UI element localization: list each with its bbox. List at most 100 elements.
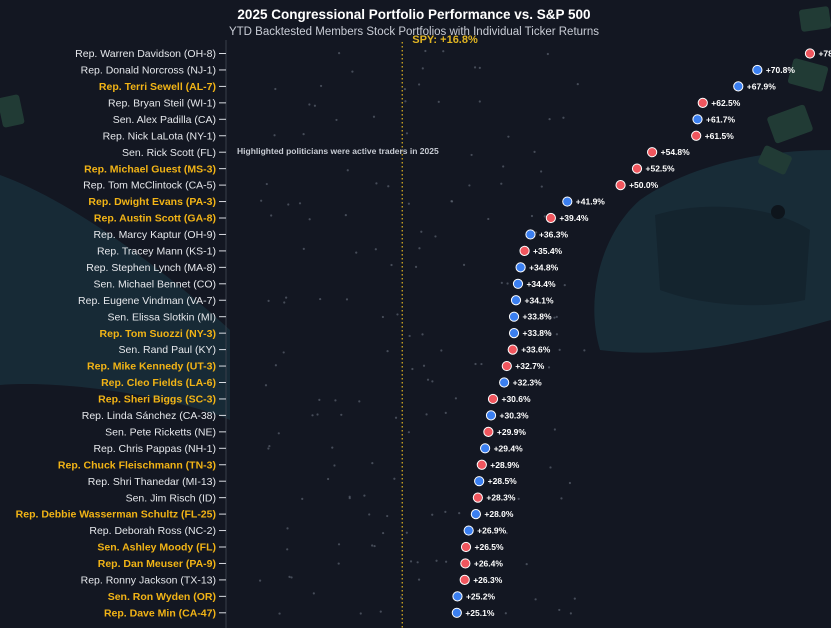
ticker-return-dot (558, 348, 561, 351)
member-row: Rep. Chris Pappas (NH-1) +29.4% (93, 443, 523, 455)
member-return-point (512, 278, 524, 289)
ticker-return-dot (506, 282, 509, 285)
ticker-return-dot (444, 411, 447, 415)
member-return-point (487, 393, 499, 405)
member-name-label: Rep. Michael Guest (MS-3) (84, 163, 216, 175)
member-name-label: Sen. Michael Bennet (CO) (93, 278, 216, 290)
ticker-return-dot (396, 313, 399, 316)
ticker-return-dot (450, 200, 454, 203)
member-name-label: Rep. Dan Meuser (PA-9) (98, 558, 216, 570)
member-name-label: Rep. Marcy Kaptur (OH-9) (93, 229, 216, 241)
member-return-point (499, 377, 510, 388)
member-return-point (515, 262, 526, 273)
ticker-return-dot (308, 218, 311, 221)
ticker-return-dot (549, 331, 552, 334)
member-return-label: +30.3% (500, 410, 530, 420)
member-return-point (733, 81, 744, 92)
member-return-label: +52.5% (646, 164, 676, 174)
ticker-return-dot (487, 217, 490, 221)
member-return-point (508, 311, 520, 322)
member-return-label: +36.3% (539, 229, 569, 239)
member-row: Rep. Terri Sewell (AL-7) +67.9% (99, 81, 776, 93)
chart-subtitle: YTD Backtested Members Stock Portfolios … (229, 26, 599, 38)
ticker-return-dot (473, 66, 477, 69)
money-bill (799, 6, 831, 32)
ticker-return-dot (500, 281, 503, 284)
member-row: Rep. Nick LaLota (NY-1) +61.5% (103, 130, 735, 142)
member-return-label: +70.8% (766, 65, 796, 75)
ticker-return-dot (470, 153, 473, 157)
member-return-point (459, 574, 470, 586)
ticker-return-dot (562, 116, 565, 119)
member-row: Rep. Dave Min (CA-47) +25.1% (104, 607, 495, 619)
member-name-label: Sen. Ashley Moody (FL) (97, 542, 216, 554)
ticker-return-dot (386, 350, 389, 353)
member-return-label: +61.5% (705, 131, 735, 141)
ticker-return-dot (337, 562, 340, 565)
member-row: Rep. Cleo Fields (LA-6) +32.3% (101, 377, 542, 389)
ticker-return-dot (533, 150, 536, 154)
ticker-return-dot (420, 150, 423, 153)
member-name-label: Rep. Linda Sánchez (CA-38) (82, 410, 216, 422)
ticker-return-dot (274, 364, 277, 367)
member-return-label: +32.3% (513, 378, 543, 388)
ticker-return-dot (301, 497, 304, 501)
ticker-return-dot (283, 301, 286, 304)
member-name-label: Rep. Tom Suozzi (NY-3) (100, 328, 216, 340)
ticker-return-dot (308, 103, 311, 106)
member-return-label: +28.3% (486, 493, 516, 503)
ticker-return-dot (402, 149, 405, 152)
member-row: Rep. Austin Scott (GA-8) +39.4% (94, 213, 589, 225)
ticker-return-dot (386, 514, 389, 518)
member-return-point (470, 508, 481, 520)
ticker-return-dot (311, 414, 314, 417)
member-name-label: Rep. Deborah Ross (NC-2) (89, 525, 216, 537)
ticker-return-dot (345, 298, 349, 301)
ticker-return-dot (381, 531, 385, 535)
member-return-point (510, 295, 522, 306)
ticker-return-dot (568, 481, 572, 485)
member-return-point (647, 147, 658, 158)
member-row: Rep. Shri Thanedar (MI-13) +28.5% (88, 476, 517, 488)
ticker-return-dot (340, 413, 343, 416)
ticker-return-dot (417, 83, 421, 86)
member-return-point (545, 212, 556, 224)
member-row: Rep. Dwight Evans (PA-3) +41.9% (88, 196, 605, 208)
ticker-return-dot (555, 315, 558, 318)
member-row: Sen. Pete Ricketts (NE) +29.9% (105, 426, 526, 438)
ticker-return-dot (434, 235, 437, 238)
ticker-return-dot (507, 135, 510, 138)
ticker-return-dot (411, 367, 414, 371)
ticker-return-dot (405, 531, 408, 534)
member-name-label: Rep. Terri Sewell (AL-7) (99, 81, 216, 93)
whale-body-left (0, 175, 230, 420)
member-return-label: +28.0% (484, 509, 514, 519)
ticker-return-dot (444, 510, 447, 513)
ticker-return-dot (576, 83, 579, 86)
member-return-label: +28.5% (488, 476, 518, 486)
member-return-label: +28.9% (490, 460, 520, 470)
member-return-point (508, 328, 520, 339)
ticker-return-dot (348, 497, 351, 500)
ticker-return-dot (368, 513, 371, 516)
member-return-label: +35.4% (533, 246, 563, 256)
member-row: Sen. Michael Bennet (CO) +34.4% (93, 278, 556, 290)
member-row: Sen. Ron Wyden (OR) +25.2% (108, 591, 496, 603)
member-return-point (507, 344, 518, 355)
ticker-return-dot (426, 378, 430, 381)
member-row: Rep. Stephen Lynch (MA-8) +34.8% (86, 262, 558, 274)
member-return-label: +29.9% (497, 427, 527, 437)
member-row: Rep. Mike Kennedy (UT-3) +32.7% (87, 361, 545, 373)
member-row: Rep. Sheri Biggs (SC-3) +30.6% (98, 394, 531, 406)
ticker-return-dot (278, 612, 281, 615)
ticker-return-dot (371, 462, 374, 465)
member-name-label: Sen. Alex Padilla (CA) (113, 114, 216, 126)
member-row: Sen. Jim Risch (ID) +28.3% (126, 492, 516, 504)
member-return-label: +33.6% (521, 345, 551, 355)
member-return-point (615, 180, 626, 191)
member-name-label: Rep. Ronny Jackson (TX-13) (81, 575, 216, 587)
ticker-return-dot (358, 400, 361, 403)
ticker-return-dot (540, 170, 543, 173)
ticker-return-dot (359, 612, 362, 615)
member-return-point (460, 541, 472, 553)
